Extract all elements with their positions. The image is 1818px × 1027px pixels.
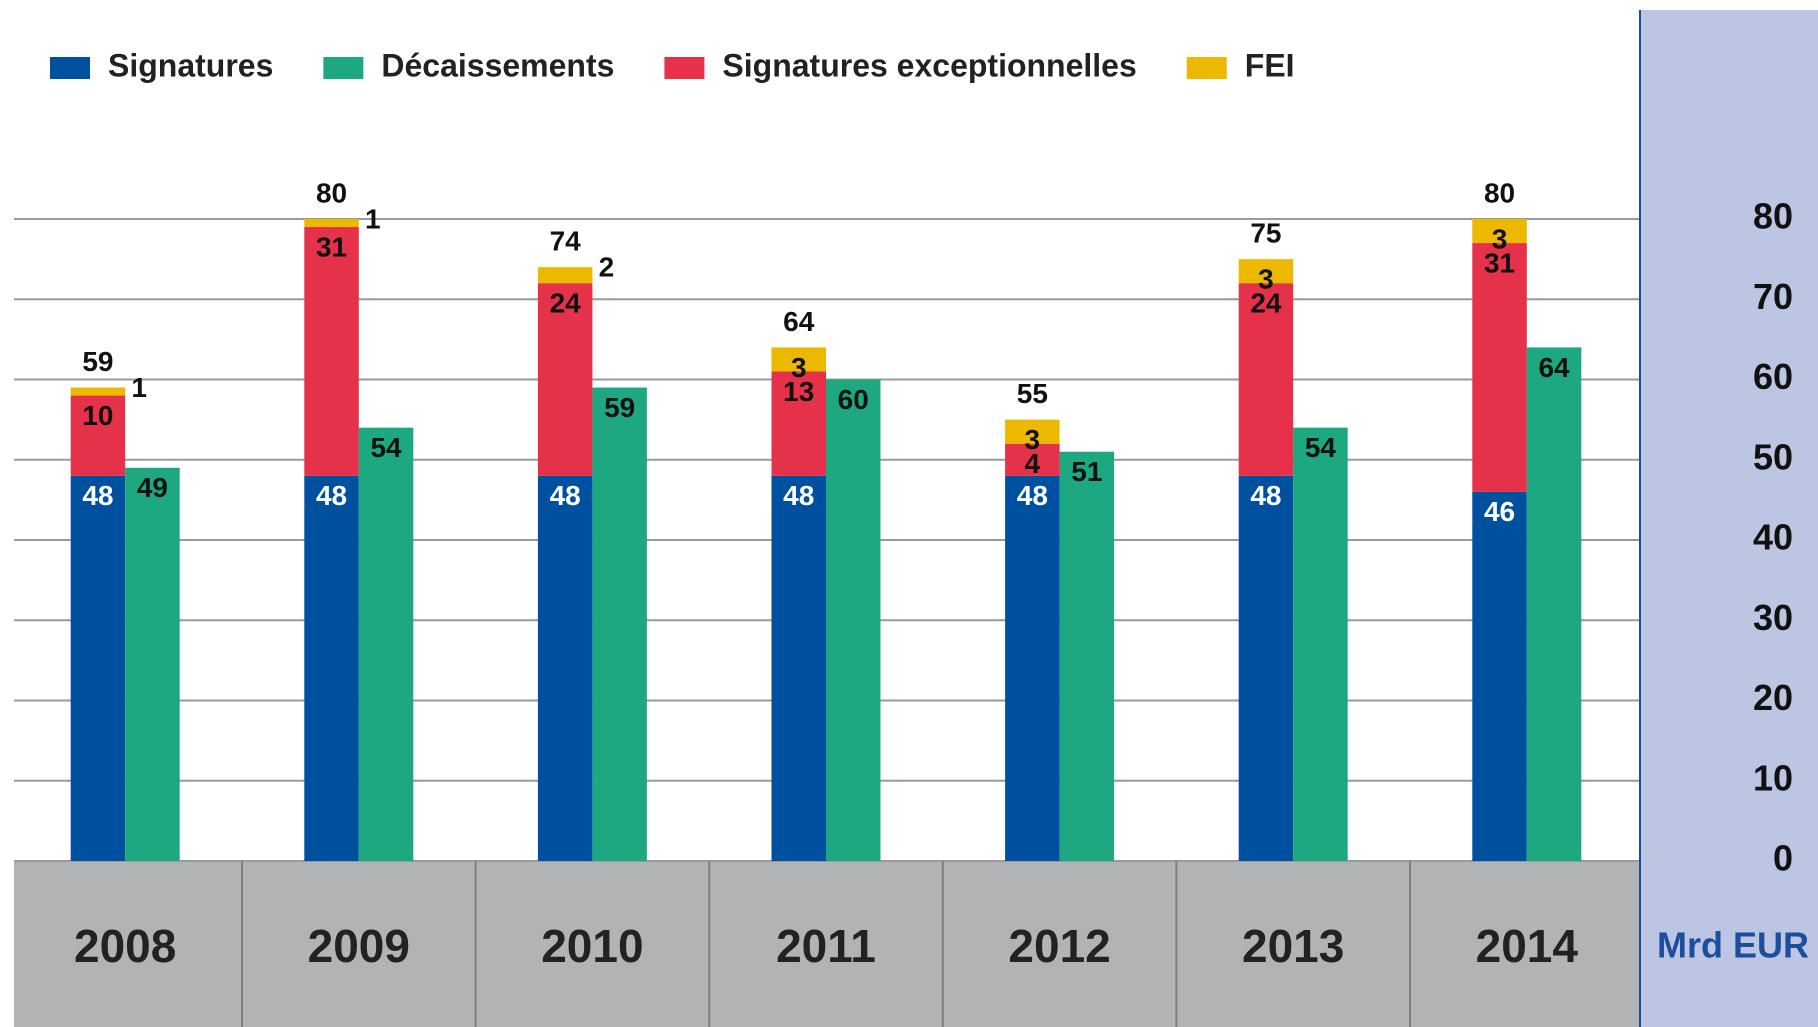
bar [1238,283,1294,476]
bar [1238,475,1294,861]
value-label: 54 [370,432,402,463]
total-label: 59 [82,346,113,377]
value-label: 54 [1305,432,1337,463]
value-label: 60 [838,384,869,415]
bar [1059,451,1115,861]
value-label: 48 [316,480,347,511]
bar [1293,427,1348,861]
value-label: 49 [137,472,168,503]
x-tick-label: 2010 [541,920,643,972]
category-band [14,861,1639,1027]
x-tick-label: 2013 [1242,920,1344,972]
bar [1005,443,1060,476]
bar [1238,259,1294,284]
bar [537,267,593,284]
x-tick-label: 2014 [1476,920,1579,972]
x-tick-label: 2008 [74,920,176,972]
value-label: 59 [604,392,635,423]
bar [304,475,359,861]
bar [1472,243,1527,492]
value-label: 24 [1250,288,1282,319]
legend-label: Signatures [108,47,273,83]
y-tick-label: 50 [1753,436,1793,477]
bar [1005,475,1060,861]
bar [592,387,647,861]
y-tick-label: 0 [1773,838,1793,879]
value-label: 24 [550,288,582,319]
total-label: 80 [316,177,347,208]
total-label: 64 [783,306,815,337]
value-label: 46 [1484,496,1515,527]
value-label: 48 [1017,480,1048,511]
x-tick-label: 2012 [1008,920,1110,972]
y-tick-label: 60 [1753,356,1793,397]
y-tick-label: 40 [1753,517,1793,558]
legend-swatch [1186,57,1227,79]
value-label: 64 [1538,352,1570,383]
value-label: 48 [783,480,814,511]
value-label: 3 [791,352,807,383]
value-label: 2 [599,252,615,283]
axis-panel [1639,10,1818,1027]
value-label: 1 [131,372,147,403]
y-tick-label: 80 [1753,196,1793,237]
value-label: 10 [82,400,113,431]
legend-label: Décaissements [381,47,614,83]
bar [1526,347,1582,861]
value-label: 48 [82,480,113,511]
bar [537,475,593,861]
value-label: 31 [316,231,347,262]
value-label: 48 [1250,480,1281,511]
value-label: 4 [1025,448,1041,479]
bar [70,395,126,476]
legend-label: FEI [1245,47,1295,83]
bar [304,219,359,228]
total-label: 55 [1017,378,1048,409]
bar [70,475,126,861]
value-label: 1 [365,203,381,234]
legend-swatch [323,57,364,79]
bar [771,371,826,476]
bar [70,387,126,396]
total-label: 75 [1250,218,1281,249]
bar [771,475,826,861]
legend-label: Signatures exceptionnelles [722,47,1136,83]
bar [826,379,881,861]
bar [304,227,359,476]
bar [771,347,826,372]
bar [125,467,180,861]
value-label: 3 [1258,264,1274,295]
value-label: 31 [1484,247,1515,278]
x-tick-label: 2009 [308,920,410,972]
bar [358,427,414,861]
value-label: 48 [550,480,581,511]
value-label: 13 [783,376,814,407]
y-tick-label: 10 [1753,757,1793,798]
y-tick-label: 30 [1753,597,1793,638]
y-tick-label: 70 [1753,276,1793,317]
y-tick-label: 20 [1753,677,1793,718]
y-axis-label: Mrd EUR [1657,925,1809,966]
value-label: 3 [1492,223,1508,254]
bar [537,283,593,476]
legend-swatch [664,57,705,79]
value-label: 51 [1071,456,1102,487]
bar [1005,419,1060,444]
bar [1472,491,1527,861]
x-tick-label: 2011 [776,920,876,972]
bar [1472,219,1527,244]
value-label: 3 [1025,424,1041,455]
total-label: 80 [1484,177,1515,208]
total-label: 74 [550,226,582,257]
legend-swatch [50,57,90,79]
